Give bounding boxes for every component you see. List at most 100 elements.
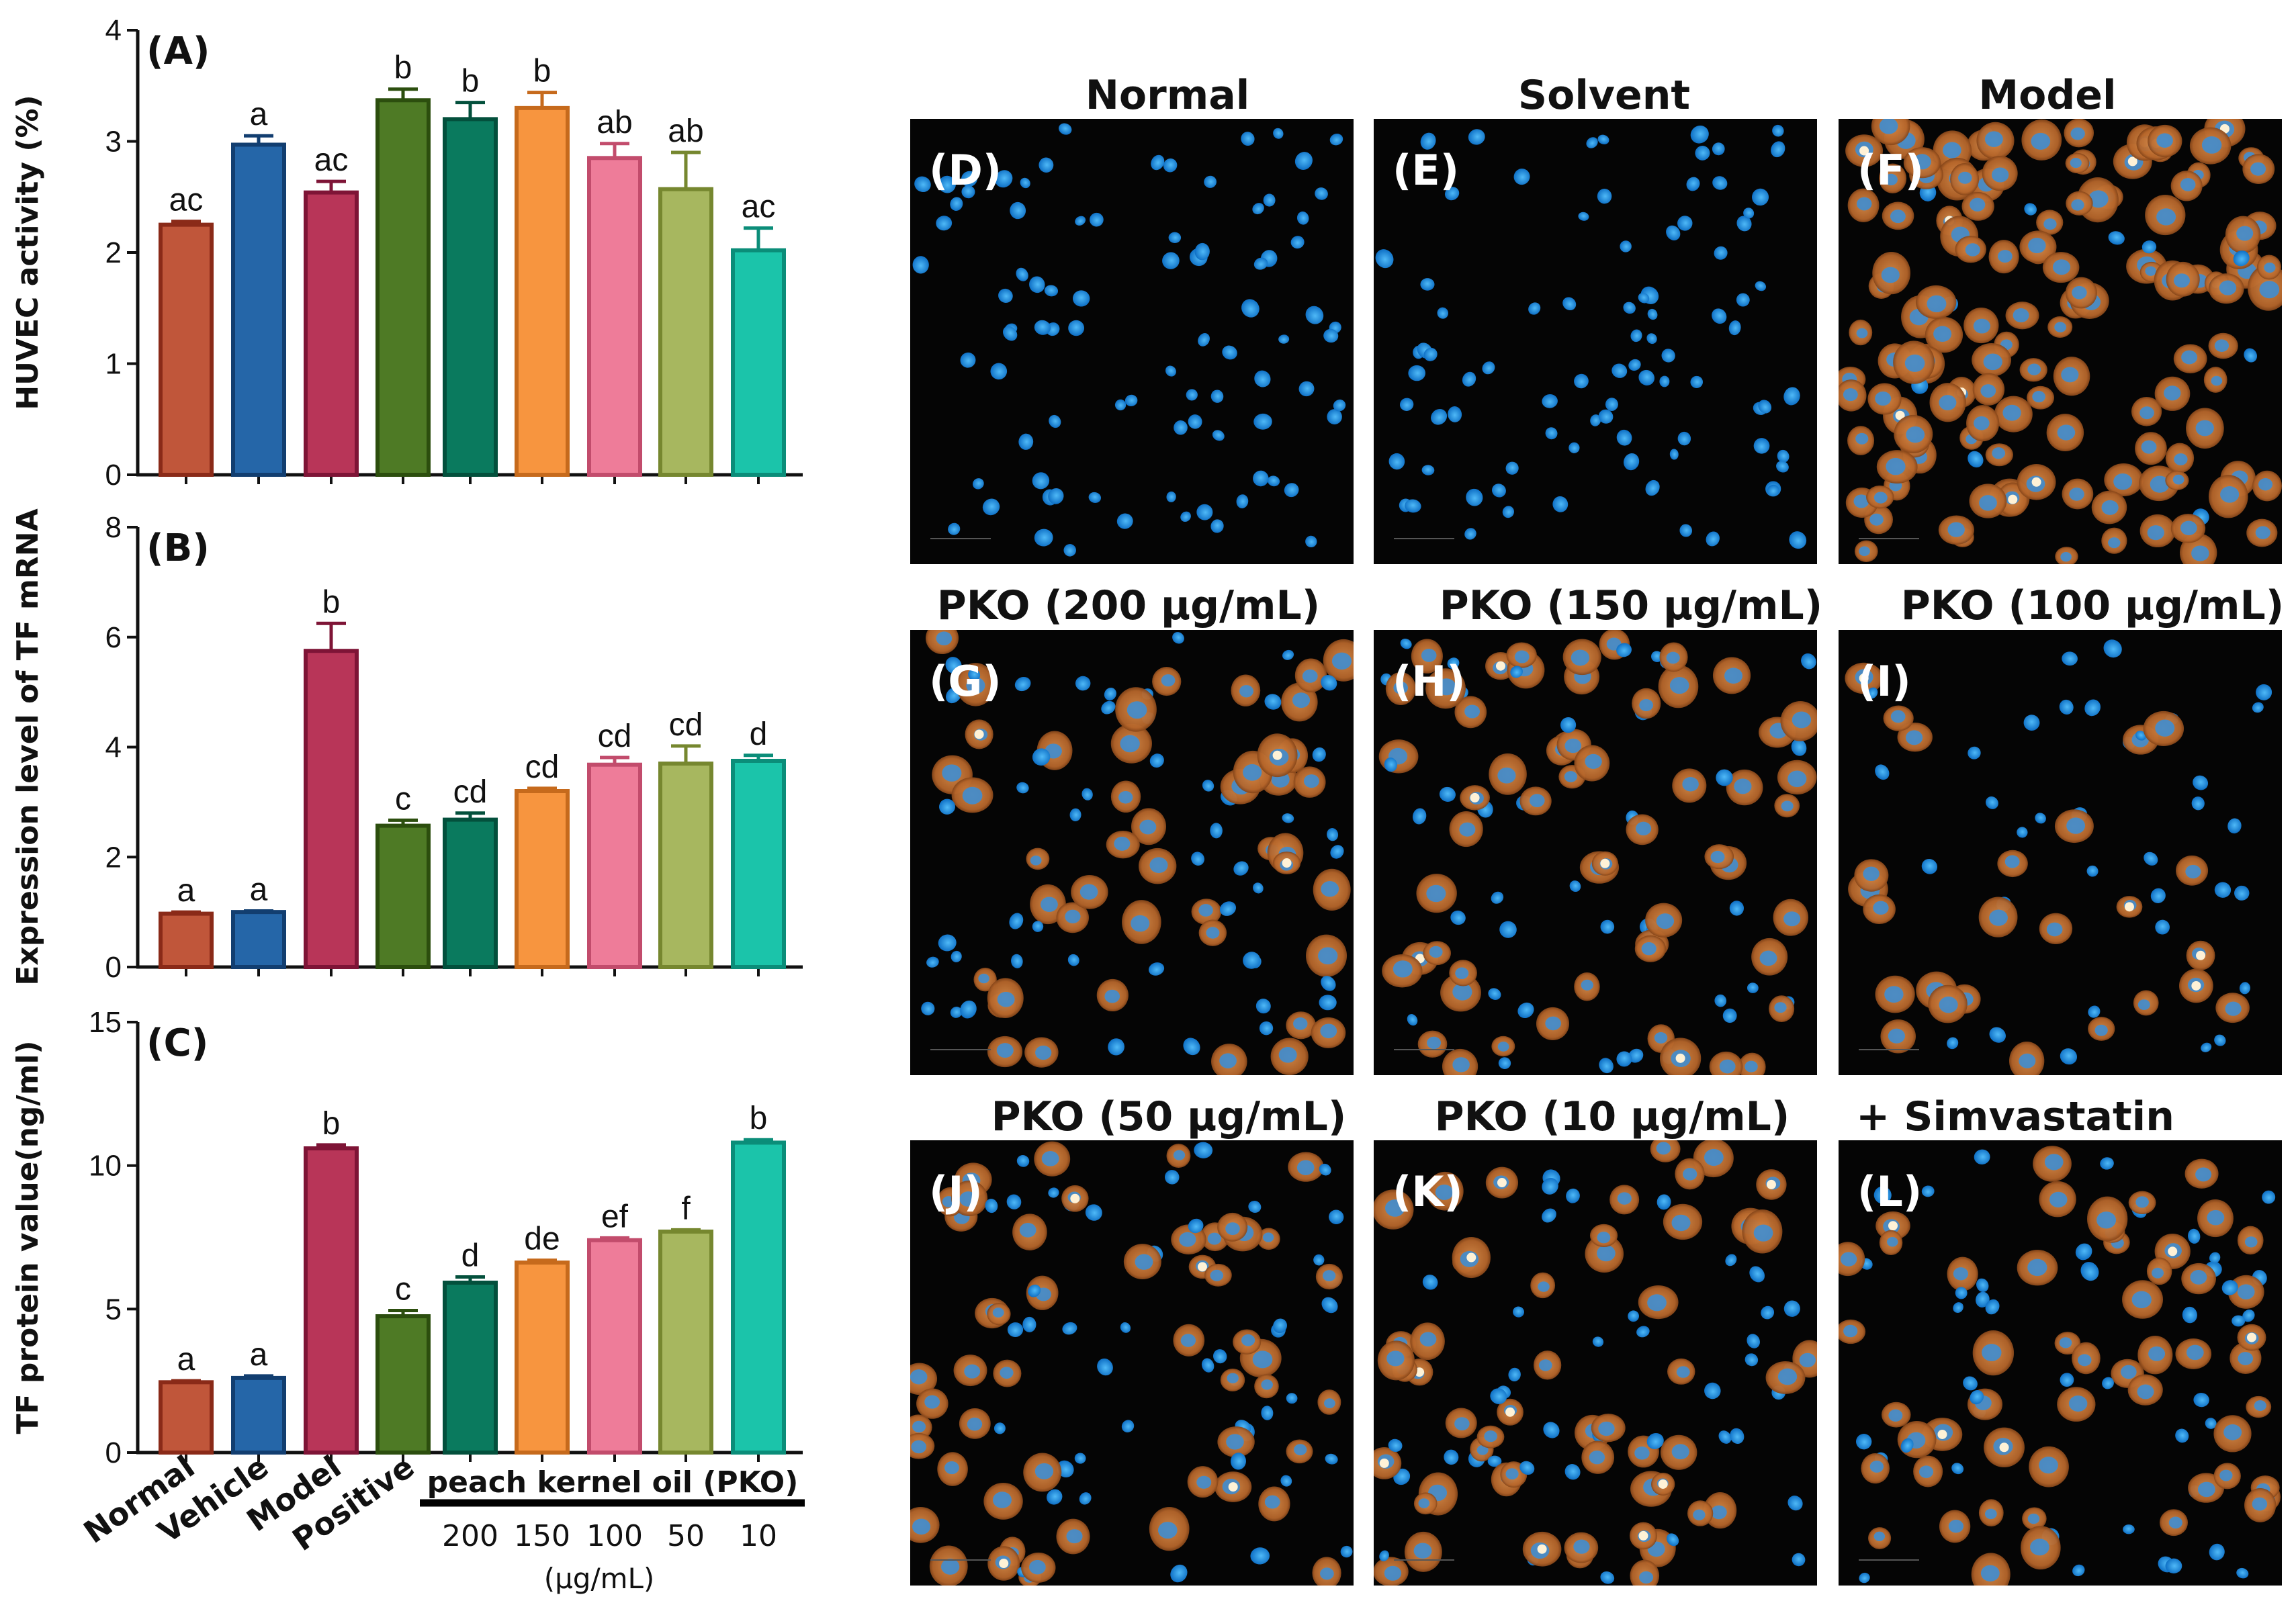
cell-nucleus (2205, 1418, 2217, 1429)
cell-nucleus (1074, 1453, 1086, 1464)
cell-nucleus (1498, 1057, 1511, 1070)
cell-nucleus (2252, 1497, 2268, 1511)
cell-nucleus (1002, 326, 1018, 341)
cell-nucleus (2147, 525, 2164, 541)
cell-nucleus (1616, 643, 1632, 657)
cell-nucleus (1282, 813, 1294, 823)
cell-nucleus (1799, 1352, 1816, 1368)
cell-nucleus (1321, 1297, 1338, 1314)
cell-nucleus (1939, 395, 1957, 410)
micrograph-g: (G) PKO (200 μg/mL) (910, 582, 1354, 1075)
cell-nucleus (1278, 1046, 1297, 1063)
cell-nucleus (1628, 1310, 1640, 1322)
cell-nucleus (1792, 711, 1812, 729)
micrograph-letter: (E) (1393, 146, 1459, 195)
cell-nucleus (1196, 504, 1213, 520)
cell-nucleus (1859, 546, 1870, 557)
cell-nucleus (1638, 293, 1650, 304)
cell-nucleus (1484, 1430, 1497, 1442)
cell-nucleus (1210, 389, 1224, 403)
cell-nucleus (1953, 1302, 1963, 1314)
cell-nucleus (1666, 225, 1681, 240)
cell-nucleus (1677, 431, 1691, 446)
cell-nucleus (1253, 413, 1272, 430)
cell-nucleus (1985, 1299, 2000, 1315)
y-tick-label: 2 (105, 236, 122, 269)
cell-nucleus (1921, 1185, 1935, 1197)
cell-nucleus (2072, 1564, 2085, 1577)
cell-nucleus (978, 973, 989, 984)
cell-nucleus (1436, 678, 1456, 696)
significance-label: d (750, 717, 768, 752)
cell-nucleus (1989, 909, 2008, 926)
cell-nucleus (997, 991, 1015, 1007)
cell-nucleus (1686, 177, 1700, 191)
cell-nucleus (1695, 145, 1710, 160)
bar-vehicle (231, 910, 286, 969)
bright-spot (1228, 1482, 1238, 1492)
bright-spot (974, 729, 984, 739)
cell-nucleus (1065, 909, 1081, 923)
cell-nucleus (1879, 119, 1898, 134)
cell-nucleus (924, 1395, 940, 1409)
cell-nucleus (942, 764, 962, 782)
cell-nucleus (1873, 492, 1888, 504)
cell-nucleus (1127, 701, 1147, 719)
cell-nucleus (1455, 967, 1469, 980)
cell-nucleus (1968, 451, 1984, 468)
cell-nucleus (2152, 1267, 2164, 1279)
cell-nucleus (1884, 173, 1898, 186)
cell-nucleus (948, 522, 961, 535)
cell-nucleus (938, 175, 956, 193)
cell-nucleus (1254, 370, 1271, 387)
bar-150 (515, 105, 570, 477)
cell-nucleus (2193, 1393, 2209, 1408)
cell-nucleus (2032, 391, 2045, 403)
cell-nucleus (1569, 442, 1580, 453)
cell-nucleus (2069, 488, 2084, 501)
cell-nucleus (1904, 354, 1925, 372)
cell-nucleus (2035, 813, 2046, 824)
cell-nucleus (1202, 780, 1215, 792)
bright-spot (1675, 1053, 1685, 1063)
y-tick-label: 8 (105, 511, 122, 544)
cell-nucleus (1241, 299, 1260, 318)
significance-label: cd (453, 774, 488, 810)
cell-nucleus (1564, 771, 1577, 782)
cell-nucleus (1801, 653, 1816, 670)
cell-nucleus (2066, 817, 2086, 834)
cell-nucleus (2142, 240, 2157, 254)
cell-nucleus (1173, 1150, 1186, 1160)
cell-nucleus (1669, 449, 1679, 460)
y-tick-label: 0 (105, 459, 122, 492)
cell-nucleus (962, 786, 983, 805)
cell-nucleus (1581, 979, 1594, 991)
cell-nucleus (1081, 788, 1093, 800)
cell-nucleus (2046, 922, 2063, 937)
cell-nucleus (1716, 769, 1733, 786)
cell-nucleus (1560, 717, 1577, 733)
cell-nucleus (1747, 982, 1759, 993)
cell-nucleus (910, 1369, 928, 1385)
cell-nucleus (1927, 295, 1947, 313)
cell-nucleus (2100, 1157, 2114, 1170)
bright-spot (1495, 661, 1505, 671)
cell-nucleus (1589, 1450, 1605, 1465)
cell-nucleus (2244, 1236, 2258, 1248)
cell-nucleus (1918, 1465, 1934, 1478)
cell-nucleus (2201, 1042, 2212, 1052)
cell-nucleus (2180, 520, 2197, 536)
cell-nucleus (1616, 429, 1632, 446)
cell-nucleus (1079, 1492, 1092, 1505)
cell-nucleus (2209, 1252, 2221, 1264)
cell-nucleus (1298, 381, 1315, 397)
cell-nucleus (1513, 1306, 1525, 1318)
cell-nucleus (1303, 774, 1319, 788)
cell-nucleus (1743, 208, 1755, 219)
significance-label: c (395, 781, 411, 817)
y-tick-label: 15 (89, 1006, 122, 1039)
cell-nucleus (2030, 1539, 2049, 1556)
cell-nucleus (1538, 1359, 1552, 1371)
cell-nucleus (2168, 1516, 2182, 1529)
